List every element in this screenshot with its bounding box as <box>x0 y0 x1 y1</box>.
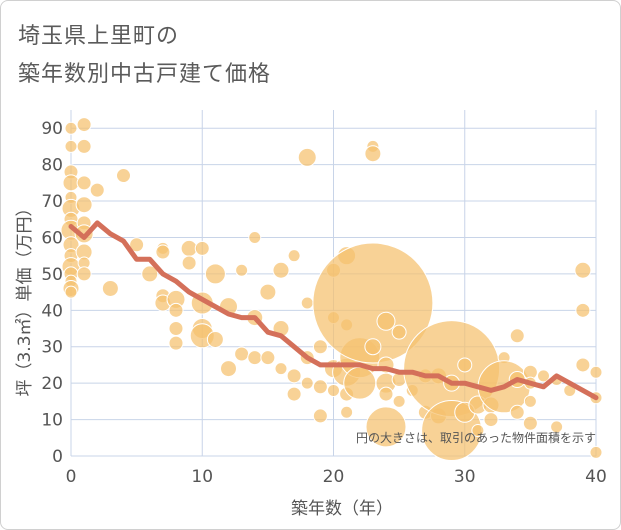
data-bubble <box>537 369 550 383</box>
y-tick-label: 90 <box>41 119 63 139</box>
data-bubble <box>194 240 210 256</box>
data-bubble <box>509 404 525 420</box>
data-bubble <box>64 139 78 153</box>
data-bubble <box>312 379 328 395</box>
data-bubble <box>483 412 499 428</box>
data-bubble <box>365 406 407 448</box>
chart-title-line2: 築年数別中古戸建て価格 <box>18 62 272 87</box>
x-tick-label: 20 <box>323 467 345 487</box>
data-bubble <box>340 405 354 419</box>
data-bubble <box>204 263 226 285</box>
x-tick-label: 10 <box>191 467 213 487</box>
data-bubble <box>168 321 184 337</box>
data-bubble <box>206 330 224 348</box>
y-tick-label: 10 <box>41 411 63 431</box>
data-bubble <box>471 424 485 438</box>
y-tick-label: 60 <box>41 228 63 248</box>
data-bubble <box>64 285 78 299</box>
y-axis-label: 坪（3.3㎡）単価（万円） <box>15 199 35 396</box>
data-bubble <box>129 237 145 253</box>
y-tick-labels: 0 10 20 30 40 50 60 70 80 90 <box>41 119 63 467</box>
data-bubble <box>364 338 382 356</box>
data-bubble <box>155 244 171 260</box>
data-bubble <box>75 196 93 214</box>
data-bubble <box>76 266 92 282</box>
data-bubble <box>235 263 249 277</box>
data-bubble <box>300 296 314 310</box>
data-bubble <box>509 328 525 344</box>
data-bubble <box>523 394 537 408</box>
data-bubble <box>522 415 538 431</box>
data-bubble <box>101 279 119 297</box>
data-bubble <box>259 283 277 301</box>
data-bubble <box>220 360 237 378</box>
data-bubble <box>76 117 92 133</box>
data-bubble <box>312 408 328 424</box>
data-bubble <box>392 394 406 408</box>
data-bubble <box>234 346 250 362</box>
data-bubble <box>76 175 92 191</box>
data-bubble <box>247 350 263 366</box>
data-bubble <box>181 255 197 271</box>
data-bubble <box>312 339 328 355</box>
x-axis-label: 築年数（年） <box>291 499 393 519</box>
data-bubble <box>168 335 184 351</box>
data-bubble <box>550 420 564 434</box>
x-tick-label: 30 <box>454 467 476 487</box>
data-bubble <box>180 239 198 257</box>
bubble-layer <box>60 117 603 462</box>
y-tick-label: 70 <box>41 192 63 212</box>
data-bubble <box>574 261 592 279</box>
data-bubble <box>286 368 302 384</box>
data-bubble <box>589 445 603 459</box>
data-bubble <box>64 121 78 135</box>
data-bubble <box>391 324 407 340</box>
data-bubble <box>141 265 159 283</box>
x-tick-label: 40 <box>585 467 607 487</box>
chart-title-line1: 埼玉県上里町の <box>18 24 180 49</box>
bubble-size-note: 円の大きさは、取引のあった物件面積を示す <box>356 430 596 445</box>
data-bubble <box>378 386 394 402</box>
data-bubble <box>343 366 377 400</box>
trend-line <box>68 220 599 401</box>
y-tick-label: 40 <box>41 301 63 321</box>
data-bubble <box>116 168 131 184</box>
data-bubble <box>327 383 340 397</box>
y-tick-label: 80 <box>41 156 63 176</box>
data-bubble <box>376 311 396 331</box>
y-tick-label: 30 <box>41 338 63 358</box>
data-bubble <box>274 362 288 376</box>
data-bubble <box>297 147 317 167</box>
data-bubble <box>286 386 302 402</box>
data-bubble <box>287 249 301 263</box>
data-bubble <box>575 302 591 318</box>
y-tick-label: 20 <box>41 374 63 394</box>
data-bubble <box>248 230 262 244</box>
data-bubble <box>62 174 80 192</box>
data-bubble <box>76 138 92 154</box>
data-bubble <box>89 182 105 198</box>
x-tick-labels: 0 10 20 30 40 <box>66 467 607 487</box>
data-bubble <box>300 376 314 390</box>
data-bubble <box>457 357 473 373</box>
data-bubble <box>364 145 382 163</box>
data-bubble <box>260 350 276 366</box>
data-bubble <box>168 302 184 318</box>
x-tick-label: 0 <box>66 467 77 487</box>
data-bubble <box>575 357 591 373</box>
data-bubble <box>272 261 290 279</box>
data-bubble <box>589 365 603 379</box>
y-tick-label: 50 <box>41 265 63 285</box>
y-tick-label: 0 <box>52 447 63 467</box>
